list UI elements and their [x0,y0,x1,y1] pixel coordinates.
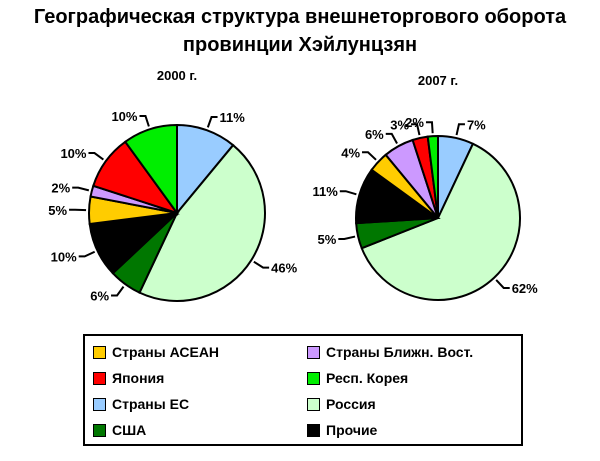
data-label: 10% [51,249,77,264]
data-label: 10% [111,109,137,124]
legend-item: Респ. Корея [307,370,408,386]
pie-slice [360,142,521,301]
leader-line [139,114,150,127]
legend-swatch [307,423,320,437]
legend-item: Япония [93,370,164,386]
legend-swatch [93,397,106,411]
legend-item: США [93,422,146,438]
pie-title: 2007 г. [418,73,458,88]
data-label: 62% [512,281,538,296]
data-label: 2% [405,115,424,130]
legend: Страны АСЕАН Страны Ближн. Вост. Япония Рес… [83,334,523,446]
data-label: 6% [365,127,384,142]
legend-label: Япония [112,370,165,386]
leader-line [338,235,356,240]
data-label: 11% [312,184,338,199]
leader-line [339,190,357,196]
leader-line [253,260,270,269]
legend-label: Россия [326,396,376,412]
data-label: 2% [51,181,70,196]
data-label: 5% [48,203,67,218]
leader-line [88,152,104,161]
legend-label: Прочие [326,422,378,438]
legend-item: Страны АСЕАН [93,344,219,360]
data-label: 5% [318,232,337,247]
leader-line [411,123,421,136]
leader-line [206,116,218,128]
legend-item: Россия [307,396,376,412]
data-label: 46% [271,261,297,276]
pie-title: 2000 г. [157,68,197,83]
legend-swatch [307,397,320,411]
leader-line [425,121,434,134]
leader-line [72,186,90,192]
legend-label: Респ. Корея [326,370,409,386]
chart-title-line2: провинции Хэйлунцзян [182,34,418,56]
legend-swatch [307,345,320,359]
legend-swatch [93,423,106,437]
data-label: 4% [341,145,360,160]
pie-slice [426,134,439,219]
pie-slice [123,123,178,217]
chart-title-line1: Географическая структура внешнеторгового… [33,6,567,28]
data-label: 10% [60,146,86,161]
legend-label: Страны ЕС [112,396,190,412]
leader-line [385,132,398,144]
leader-line [495,279,510,289]
leader-line [455,123,465,136]
leader-line [362,151,377,161]
leader-line [78,250,96,258]
legend-swatch [307,371,320,385]
data-label: 7% [467,117,486,132]
legend-swatch [93,371,106,385]
legend-item: Страны ЕС [93,396,189,412]
data-label: 6% [90,289,109,304]
legend-label: Страны АСЕАН [112,344,220,360]
leader-line [111,286,125,297]
legend-item: Страны Ближн. Вост. [307,344,473,360]
data-label: 11% [220,110,246,125]
legend-item: Прочие [307,422,377,438]
legend-label: Страны Ближн. Вост. [326,344,474,360]
legend-label: США [112,422,147,438]
data-label: 3% [390,117,409,132]
pie-slice [138,143,266,302]
legend-swatch [93,345,106,359]
